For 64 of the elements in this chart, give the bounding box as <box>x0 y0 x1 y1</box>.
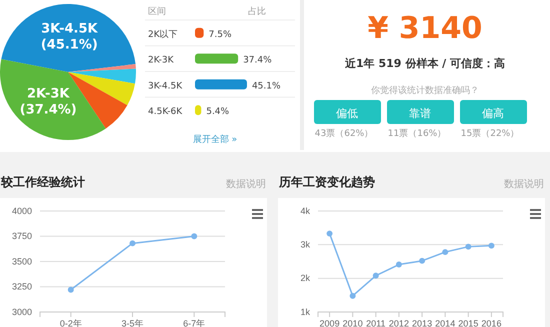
data-label: 5.4% <box>206 107 230 118</box>
text: 展开全部 » <box>192 134 238 145</box>
vote-button: 偏低 <box>314 100 381 124</box>
y-tick-label: 3000 <box>12 306 32 317</box>
point <box>419 258 426 264</box>
x-tick-label: 2013 <box>412 318 432 327</box>
y-tick-label: 3K-4.5K <box>148 81 184 92</box>
vote-button: 偏高 <box>460 100 527 124</box>
slice-label: 2K-3K <box>26 86 70 102</box>
data-label: 37.4% <box>243 56 272 66</box>
text: 15票（22%） <box>460 129 520 139</box>
x-tick-label: 2014 <box>435 318 456 327</box>
text: 近1年 519 份样本 / 可信度：高 <box>344 57 505 70</box>
y-tick-label: 4.5K-6K <box>148 107 184 118</box>
pie-slice <box>0 59 106 140</box>
pie-slice <box>68 72 135 106</box>
pie-slice <box>68 64 136 72</box>
point <box>326 230 333 237</box>
text: 11票（16%） <box>388 129 446 139</box>
text: 数据说明 <box>226 178 266 190</box>
point <box>372 272 379 279</box>
point <box>350 292 356 299</box>
data-label: 45.1% <box>252 81 281 92</box>
text: 区间 <box>148 6 166 17</box>
x-tick-label: 2009 <box>320 318 340 327</box>
y-tick-label: 1k <box>300 306 310 317</box>
data-label: (37.4%) <box>20 102 77 118</box>
bar <box>195 28 204 38</box>
y-tick-label: 4000 <box>12 206 32 216</box>
pie-slice <box>68 68 136 84</box>
x-tick-label: 2016 <box>481 318 502 327</box>
text: 43票（62%） <box>314 129 374 139</box>
text: 你觉得该统计数据准确吗？ <box>371 85 479 96</box>
point <box>130 240 136 246</box>
bar <box>195 79 247 90</box>
text: 占比 <box>248 6 266 17</box>
x-tick-label: 2011 <box>366 318 386 327</box>
point <box>191 233 198 240</box>
data-label: (45.1%) <box>40 37 98 52</box>
x-tick-label: 2015 <box>458 318 478 327</box>
slice-label: 3K-4.5K <box>41 21 98 36</box>
x-tick-label: 2010 <box>342 318 363 327</box>
chart-title: 较工作经验统计 <box>0 175 85 189</box>
vote-button: 靠谱 <box>387 100 454 124</box>
point <box>465 244 472 250</box>
bar <box>195 54 238 64</box>
y-tick-label: 4k <box>300 206 310 216</box>
y-tick-label: 2k <box>300 273 310 284</box>
chart-title: 历年工资变化趋势 <box>278 175 375 189</box>
point <box>442 249 448 256</box>
y-tick-label: 3750 <box>12 231 32 242</box>
x-tick-label: 2012 <box>388 318 409 327</box>
y-tick-label: 3500 <box>12 256 32 266</box>
text: 数据说明 <box>504 178 544 190</box>
y-tick-label: 3k <box>300 240 310 250</box>
y-tick-label: 2K-3K <box>148 56 175 66</box>
pie-slice <box>1 4 136 72</box>
y-tick-label: 2K以下 <box>148 28 178 40</box>
y-tick-label: 3250 <box>12 282 32 292</box>
point <box>396 262 402 268</box>
point <box>68 286 74 293</box>
point <box>488 242 494 249</box>
text: ¥ 3140 <box>368 11 482 46</box>
data-label: 7.5% <box>208 30 232 40</box>
